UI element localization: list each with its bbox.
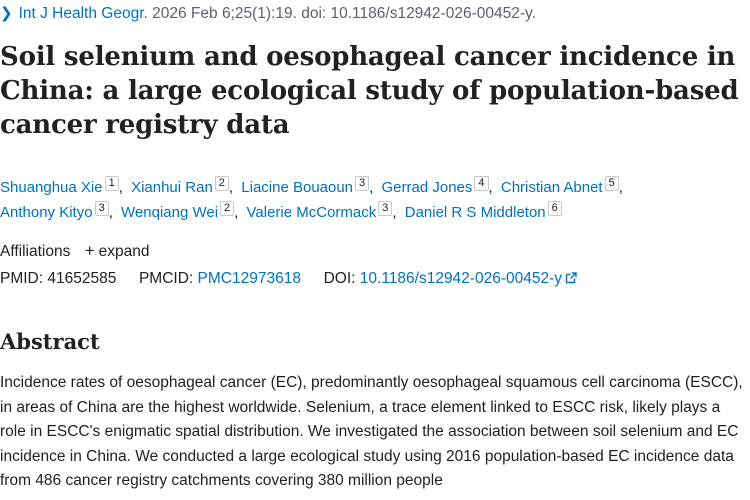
affiliation-ref[interactable]: 4 (474, 176, 489, 191)
author-link[interactable]: Anthony Kityo (0, 204, 93, 221)
external-link-icon (565, 272, 577, 284)
author-item: Anthony Kityo 3, (0, 201, 113, 221)
author-link[interactable]: Shuanghua Xie (0, 179, 103, 196)
pmcid-label: PMCID: (138, 270, 194, 287)
author-item: Shuanghua Xie 1, (0, 176, 123, 196)
citation-details: 2026 Feb 6;25(1):19. doi: 10.1186/s12942… (152, 5, 536, 22)
chevron-right-icon[interactable]: ❯ (0, 5, 13, 22)
author-item: Christian Abnet 5, (500, 176, 623, 196)
author-link[interactable]: Wenqiang Wei (121, 204, 219, 221)
affiliation-ref[interactable]: 6 (547, 201, 562, 216)
author-link[interactable]: Valerie McCormack (246, 204, 377, 221)
author-link[interactable]: Gerrad Jones (381, 179, 473, 196)
expand-label: expand (98, 243, 150, 260)
author-item: Liacine Bouaoun 3, (241, 176, 374, 196)
affiliations-row: Affiliations + expand (0, 241, 149, 261)
author-list: Shuanghua Xie 1, Xianhui Ran 2, Liacine Bo… (0, 175, 720, 225)
affiliation-ref[interactable]: 1 (104, 176, 119, 191)
abstract-text: Incidence rates of oesophageal cancer (E… (0, 374, 743, 489)
affiliation-ref[interactable]: 5 (604, 176, 619, 191)
doi-value: 10.1186/s12942-026-00452-y (359, 270, 562, 287)
affiliation-ref[interactable]: 2 (220, 201, 235, 216)
affiliation-ref[interactable]: 3 (378, 201, 393, 216)
affiliation-ref[interactable]: 3 (355, 176, 370, 191)
affiliations-expand-button[interactable]: + expand (75, 241, 150, 260)
author-item: Gerrad Jones 4, (381, 176, 493, 196)
article-title: Soil selenium and oesophageal cancer inc… (0, 42, 739, 140)
pmcid-link[interactable]: PMC12973618 (197, 270, 301, 287)
plus-icon: + (84, 241, 95, 260)
author-link[interactable]: Liacine Bouaoun (241, 179, 354, 196)
affiliation-ref[interactable]: 2 (214, 176, 229, 191)
author-item: Xianhui Ran 2, (131, 176, 234, 196)
abstract-heading: Abstract (0, 329, 100, 354)
citation-line: ❯ Int J Health Geogr. 2026 Feb 6;25(1):19… (0, 4, 536, 23)
author-link[interactable]: Christian Abnet (500, 179, 603, 196)
doi-link[interactable]: 10.1186/s12942-026-00452-y (360, 270, 577, 287)
author-link[interactable]: Daniel R S Middleton (404, 204, 546, 221)
pmid-value: 41652585 (47, 270, 117, 287)
author-item: Valerie McCormack 3, (246, 201, 397, 221)
affiliations-label: Affiliations (0, 243, 71, 260)
doi-label: DOI: (323, 270, 356, 287)
author-item: Wenqiang Wei 2, (121, 201, 239, 221)
author-link[interactable]: Xianhui Ran (131, 179, 213, 196)
author-item: Daniel R S Middleton 6 (404, 201, 562, 221)
affiliation-ref[interactable]: 3 (94, 201, 109, 216)
journal-link[interactable]: Int J Health Geogr. (18, 5, 148, 22)
identifiers-row: PMID: 41652585 PMCID: PMC12973618 DOI: 1… (0, 270, 577, 288)
pmid-label: PMID: (0, 270, 44, 287)
